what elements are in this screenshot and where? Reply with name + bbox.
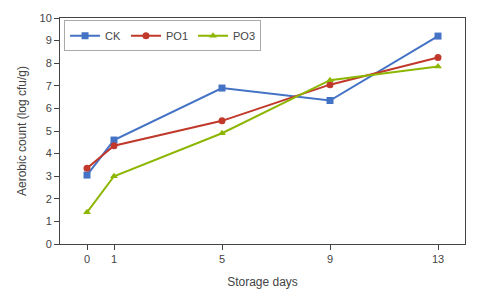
svg-text:0: 0 — [84, 253, 90, 265]
svg-text:0: 0 — [46, 238, 52, 250]
svg-text:1: 1 — [46, 215, 52, 227]
svg-text:CK: CK — [105, 30, 121, 42]
svg-text:PO1: PO1 — [166, 30, 188, 42]
svg-text:3: 3 — [46, 170, 52, 182]
svg-text:8: 8 — [46, 57, 52, 69]
svg-text:9: 9 — [46, 34, 52, 46]
svg-text:7: 7 — [46, 80, 52, 92]
svg-text:PO3: PO3 — [233, 30, 255, 42]
svg-text:13: 13 — [432, 253, 444, 265]
svg-text:2: 2 — [46, 193, 52, 205]
svg-text:1: 1 — [111, 253, 117, 265]
svg-text:4: 4 — [46, 147, 52, 159]
svg-text:Aerobic count (log cfu/g): Aerobic count (log cfu/g) — [15, 66, 29, 196]
svg-text:5: 5 — [46, 125, 52, 137]
svg-text:9: 9 — [327, 253, 333, 265]
svg-text:Storage days: Storage days — [227, 275, 298, 289]
svg-text:10: 10 — [40, 12, 52, 24]
svg-text:5: 5 — [219, 253, 225, 265]
svg-text:6: 6 — [46, 102, 52, 114]
